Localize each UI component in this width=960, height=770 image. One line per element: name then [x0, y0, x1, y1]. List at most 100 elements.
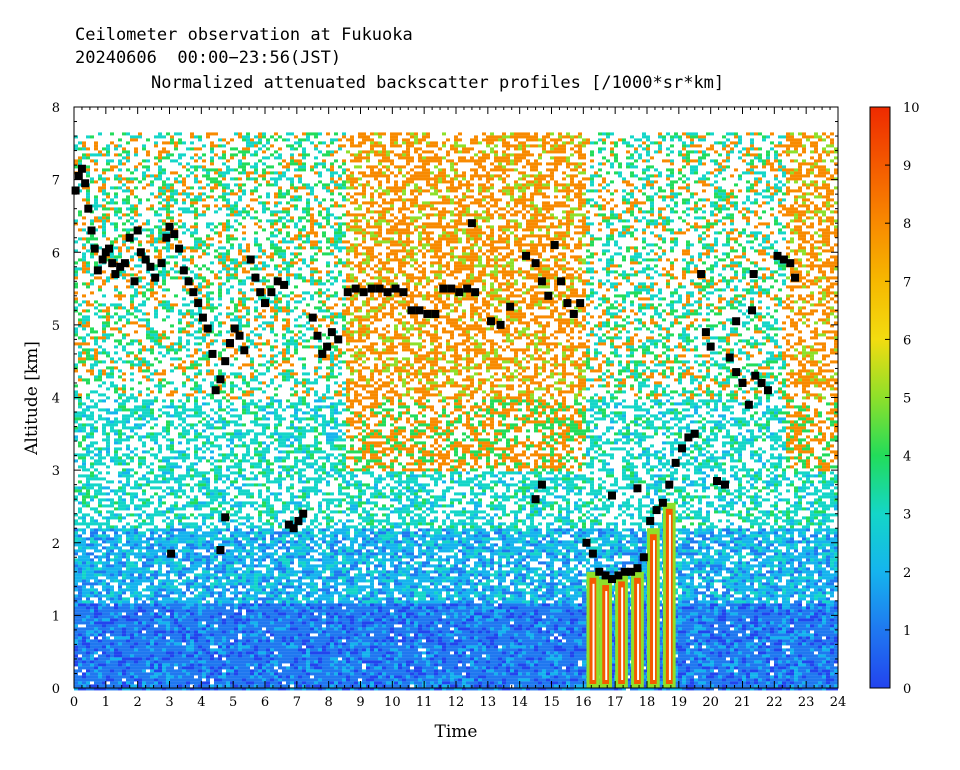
y-tick-label-6: 6	[52, 246, 60, 261]
x-tick-label-4: 4	[197, 695, 205, 710]
cloud-base-point-64	[392, 285, 400, 293]
cloud-base-point-124	[750, 270, 758, 278]
cloud-base-point-78	[506, 303, 514, 311]
cloud-base-point-90	[583, 539, 591, 547]
cloud-base-point-111	[702, 328, 710, 336]
cloud-base-point-115	[726, 354, 734, 362]
cloud-base-point-112	[707, 343, 715, 351]
cloud-base-point-38	[231, 325, 239, 333]
cloud-base-point-110	[697, 270, 705, 278]
x-tick-label-0: 0	[70, 695, 78, 710]
cloud-base-point-22	[158, 259, 166, 267]
cloud-base-point-40	[240, 346, 248, 354]
x-tick-label-19: 19	[671, 695, 688, 710]
colorbar-tick-label-0: 0	[903, 682, 911, 697]
cloud-base-point-72	[455, 288, 463, 296]
cloud-base-point-79	[522, 252, 530, 260]
cloud-base-point-36	[221, 357, 229, 365]
cloud-base-point-5	[88, 226, 96, 234]
cloud-base-point-51	[299, 510, 307, 518]
y-tick-label-2: 2	[52, 537, 60, 552]
cloud-base-point-71	[447, 285, 455, 293]
cloud-base-point-80	[532, 259, 540, 267]
cloud-base-point-28	[185, 277, 193, 285]
cloud-base-point-89	[538, 481, 546, 489]
cloud-base-point-123	[748, 306, 756, 314]
cloud-base-point-65	[399, 288, 407, 296]
x-tick-label-16: 16	[575, 695, 592, 710]
cloud-base-point-8	[99, 256, 107, 264]
cloud-base-point-10	[105, 245, 113, 253]
cloud-base-point-70	[439, 285, 447, 293]
cloud-base-point-50	[294, 517, 302, 525]
cloud-base-point-81	[538, 277, 546, 285]
cloud-base-point-60	[360, 288, 368, 296]
cloud-base-point-130	[216, 546, 224, 554]
x-tick-label-20: 20	[702, 695, 719, 710]
x-tick-label-21: 21	[734, 695, 751, 710]
y-tick-label-7: 7	[52, 174, 60, 189]
cloud-base-point-7	[94, 266, 102, 274]
cloud-base-point-17	[134, 226, 142, 234]
cloud-base-point-19	[142, 256, 150, 264]
cloud-base-point-122	[732, 317, 740, 325]
x-tick-label-18: 18	[639, 695, 656, 710]
cloud-base-point-31	[199, 314, 207, 322]
cloud-base-point-68	[423, 310, 431, 318]
cloud-base-point-85	[563, 299, 571, 307]
cloud-base-point-91	[589, 550, 597, 558]
y-tick-label-0: 0	[52, 682, 60, 697]
cloud-base-point-103	[665, 481, 673, 489]
cloud-base-point-102	[659, 499, 667, 507]
cloud-base-point-73	[463, 285, 471, 293]
x-tick-label-13: 13	[480, 695, 497, 710]
cloud-base-point-57	[334, 335, 342, 343]
cloud-base-point-20	[146, 263, 154, 271]
cloud-base-point-108	[608, 492, 616, 500]
cloud-base-point-26	[175, 245, 183, 253]
cloud-base-point-32	[204, 325, 212, 333]
y-axis-title: Altitude [km]	[22, 341, 42, 456]
cloud-base-point-104	[672, 459, 680, 467]
cloud-base-point-83	[551, 241, 559, 249]
cloud-base-point-127	[786, 259, 794, 267]
cloud-base-point-87	[576, 299, 584, 307]
colorbar-tick-label-9: 9	[903, 159, 911, 174]
x-axis-title: Time	[435, 722, 478, 742]
cloud-base-point-6	[91, 245, 99, 253]
cloud-base-point-120	[758, 379, 766, 387]
x-tick-label-8: 8	[325, 695, 333, 710]
cloud-base-point-12	[111, 270, 119, 278]
cloud-base-point-44	[261, 299, 269, 307]
cloud-base-point-15	[126, 234, 134, 242]
cloud-base-point-39	[236, 332, 244, 340]
backscatter-heatmap	[74, 132, 838, 690]
cloud-base-point-61	[368, 285, 376, 293]
cloud-base-point-33	[208, 350, 216, 358]
cloud-base-point-114	[721, 481, 729, 489]
cloud-base-point-54	[318, 350, 326, 358]
cloud-base-point-23	[162, 234, 170, 242]
colorbar-tick-label-3: 3	[903, 508, 911, 523]
cloud-base-point-69	[431, 310, 439, 318]
colorbar-tick-label-5: 5	[903, 392, 911, 407]
cloud-base-point-42	[251, 274, 259, 282]
cloud-base-point-129	[167, 550, 175, 558]
cloud-base-point-47	[280, 281, 288, 289]
colorbar-tick-label-7: 7	[903, 275, 911, 290]
cloud-base-point-119	[751, 372, 759, 380]
x-tick-label-9: 9	[356, 695, 364, 710]
cloud-base-point-43	[256, 288, 264, 296]
cloud-base-point-18	[137, 248, 145, 256]
cloud-base-point-105	[678, 444, 686, 452]
cloud-base-point-59	[352, 285, 360, 293]
cloud-base-point-37	[226, 339, 234, 347]
y-tick-label-8: 8	[52, 101, 60, 116]
cloud-base-point-98	[633, 564, 641, 572]
cloud-base-point-86	[570, 310, 578, 318]
cloud-base-point-76	[487, 317, 495, 325]
cloud-base-point-75	[468, 219, 476, 227]
colorbar-tick-label-8: 8	[903, 217, 911, 232]
y-tick-label-5: 5	[52, 319, 60, 334]
